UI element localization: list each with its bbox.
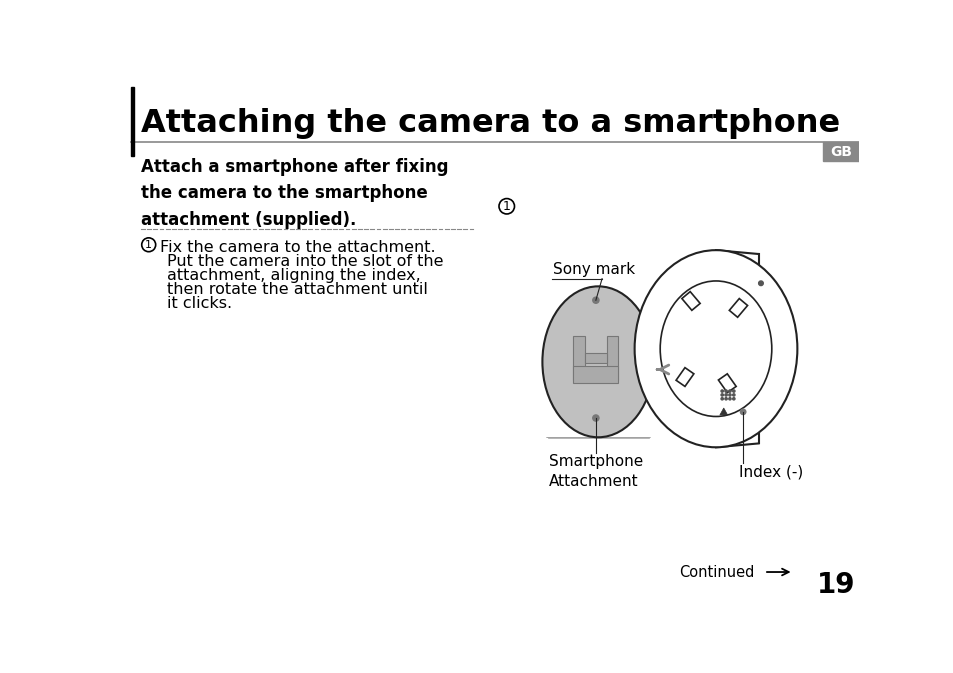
Bar — [718, 374, 736, 392]
Bar — [756, 357, 768, 367]
Circle shape — [592, 415, 598, 421]
Text: Index (-): Index (-) — [739, 464, 802, 479]
Text: 1: 1 — [502, 200, 510, 213]
Text: Attach a smartphone after fixing
the camera to the smartphone
attachment (suppli: Attach a smartphone after fixing the cam… — [141, 157, 448, 229]
Text: 19: 19 — [816, 571, 855, 599]
Bar — [756, 303, 768, 314]
Text: Attaching the camera to a smartphone: Attaching the camera to a smartphone — [141, 108, 840, 139]
Circle shape — [728, 394, 730, 396]
Circle shape — [732, 394, 734, 396]
Bar — [676, 367, 693, 386]
Circle shape — [740, 409, 745, 415]
Text: Sony mark: Sony mark — [553, 262, 635, 277]
Bar — [728, 299, 747, 317]
Text: 1: 1 — [145, 240, 152, 250]
FancyBboxPatch shape — [753, 359, 769, 378]
Circle shape — [728, 398, 730, 400]
Text: GB: GB — [829, 145, 851, 159]
Bar — [606, 336, 618, 380]
Bar — [756, 384, 768, 394]
Circle shape — [732, 398, 734, 400]
Circle shape — [720, 390, 722, 392]
Circle shape — [724, 390, 726, 392]
Text: Smartphone
Attachment: Smartphone Attachment — [549, 454, 643, 489]
Bar — [573, 365, 618, 382]
Bar — [822, 143, 858, 161]
Circle shape — [724, 398, 726, 400]
Bar — [756, 330, 768, 341]
Text: then rotate the attachment until: then rotate the attachment until — [167, 282, 428, 297]
Ellipse shape — [634, 250, 797, 448]
Text: attachment, aligning the index,: attachment, aligning the index, — [167, 268, 420, 283]
Bar — [584, 353, 606, 363]
Ellipse shape — [659, 281, 771, 417]
Circle shape — [728, 390, 730, 392]
Circle shape — [592, 297, 598, 304]
Bar — [573, 336, 584, 380]
Circle shape — [720, 398, 722, 400]
Text: Put the camera into the slot of the: Put the camera into the slot of the — [167, 254, 443, 269]
Ellipse shape — [542, 286, 654, 437]
Polygon shape — [720, 408, 727, 415]
Circle shape — [720, 394, 722, 396]
Circle shape — [758, 281, 762, 285]
Text: it clicks.: it clicks. — [167, 295, 233, 311]
Bar — [681, 291, 700, 310]
Circle shape — [724, 394, 726, 396]
Text: Fix the camera to the attachment.: Fix the camera to the attachment. — [159, 240, 435, 255]
Text: Continued: Continued — [679, 565, 754, 579]
Circle shape — [732, 390, 734, 392]
Bar — [131, 87, 133, 156]
